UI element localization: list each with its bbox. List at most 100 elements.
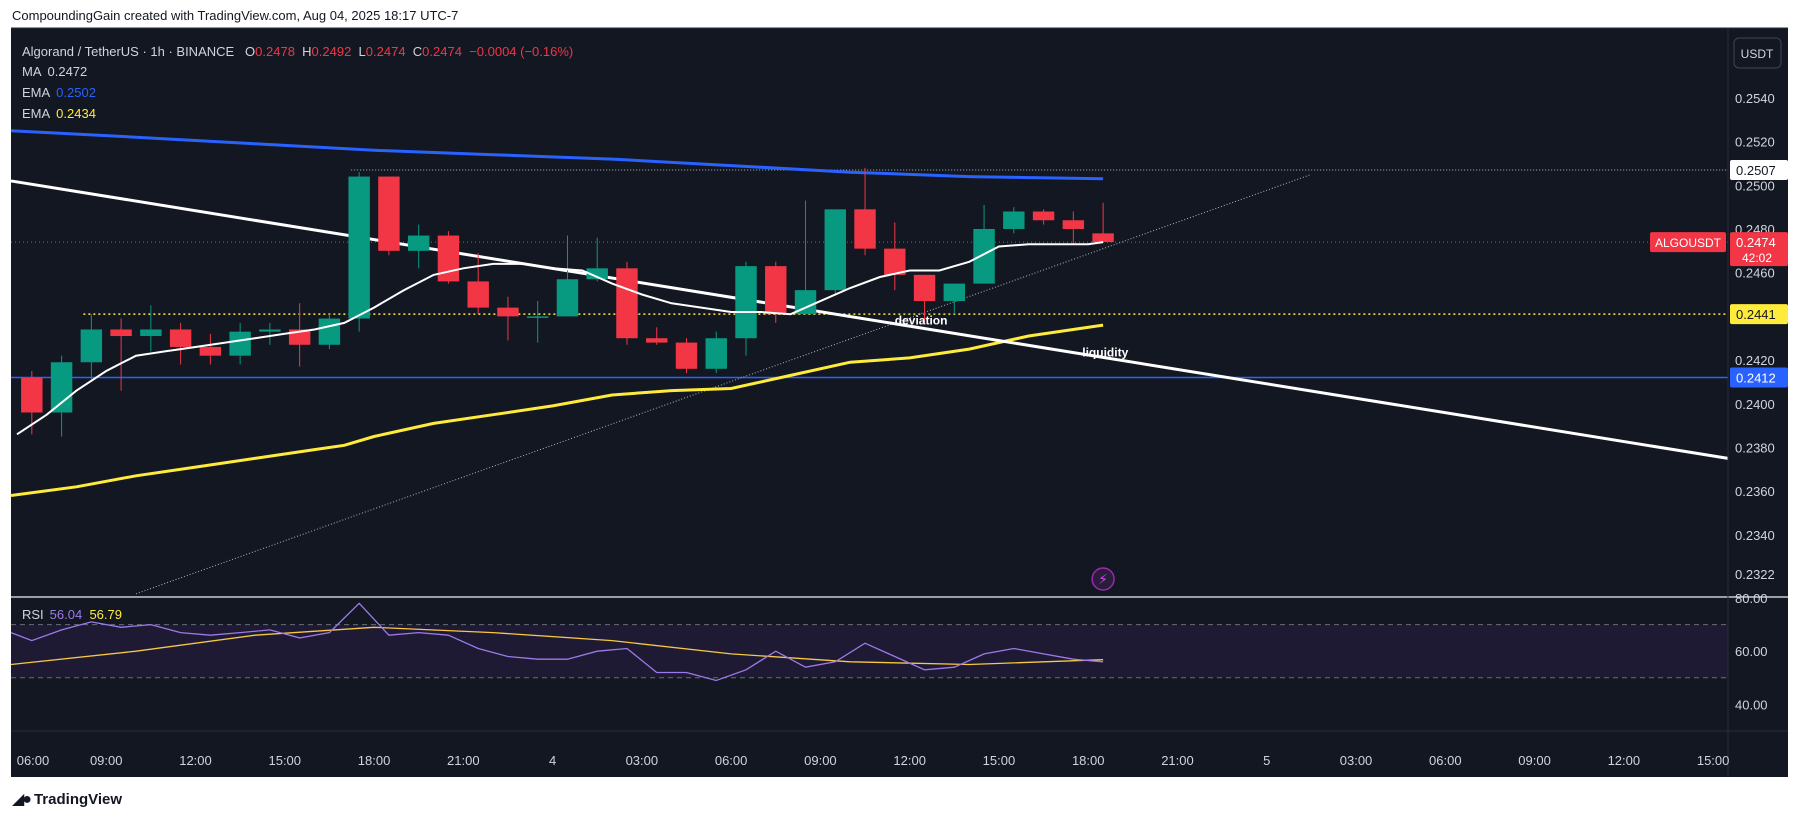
candle-up (824, 209, 846, 291)
axes: 0.25600.25400.25200.25000.24800.24600.24… (11, 27, 1788, 777)
low-value: 0.2474 (365, 44, 406, 59)
symbol-tag (1650, 232, 1726, 253)
x-tick-label: 12:00 (179, 753, 212, 768)
ma-legend[interactable]: MA 0.2472 (22, 64, 87, 79)
candle-up (973, 228, 995, 284)
x-tick-label: 12:00 (1608, 753, 1641, 768)
annotation-deviation: deviation (895, 313, 948, 327)
badge-level-2412-text: 0.2412 (1736, 371, 1776, 386)
candle-down (437, 235, 460, 282)
tradingview-mark-icon: ◢● (12, 791, 32, 808)
x-tick-label: 21:00 (447, 753, 480, 768)
candle-down (110, 329, 132, 337)
lightning-icon-ring (1091, 567, 1115, 591)
candle-down (854, 209, 876, 249)
high-value: 0.2492 (311, 44, 352, 59)
x-tick-label: 15:00 (983, 753, 1016, 768)
y-tick-label: 0.2360 (1735, 484, 1775, 499)
candle-down (21, 377, 43, 413)
candle-down (1092, 233, 1114, 243)
candle-down (199, 346, 222, 356)
x-tick-label: 4 (549, 753, 556, 768)
y-tick-label: 0.2400 (1735, 397, 1775, 412)
y-tick-label: 0.2380 (1735, 440, 1775, 455)
badge-level-2507-text: 0.2507 (1736, 163, 1776, 178)
ema-yellow-line (10, 323, 1104, 497)
y-tick-label: 0.2340 (1735, 528, 1775, 543)
price-pane: deviation liquidity ⚡ (10, 129, 1729, 595)
y-tick-label: 0.2540 (1735, 91, 1775, 106)
close-label: C (412, 44, 423, 59)
x-tick-label: 06:00 (17, 753, 50, 768)
y-tick-label: 0.2322 (1735, 567, 1775, 582)
x-tick-label: 09:00 (90, 753, 123, 768)
open-value: 0.2478 (255, 44, 295, 59)
x-tick-label: 18:00 (358, 753, 391, 768)
candle-down (497, 307, 519, 317)
y-tick-label: 0.2460 (1735, 266, 1775, 281)
rsi-value: 56.04 (49, 607, 83, 622)
ma-value: 0.2472 (47, 64, 88, 79)
candle-down (616, 268, 638, 339)
ema-blue-legend[interactable]: EMA 0.2502 (22, 85, 96, 100)
candle-down (1062, 220, 1085, 229)
candle-up (348, 176, 370, 319)
badge-countdown: 42:02 (1742, 251, 1772, 265)
rsi-legend[interactable]: RSI 56.04 56.79 (22, 607, 122, 622)
symbol-legend: Algorand / TetherUS · 1h · BINANCE O0.24… (22, 44, 573, 59)
candle-up (140, 329, 162, 337)
candle-up (705, 338, 727, 369)
candle-down (675, 342, 698, 369)
chart-credit: CompoundingGain created with TradingView… (12, 8, 459, 23)
candle-down (169, 329, 192, 347)
ma-line (16, 241, 1104, 436)
close-value: 0.2474 (422, 44, 462, 59)
candle-down (913, 274, 936, 302)
rsi-ma-value: 56.79 (89, 607, 122, 622)
candle-up (794, 290, 817, 315)
candle-down (378, 176, 400, 251)
x-tick-label: 03:00 (626, 753, 659, 768)
tradingview-logo: ◢● TradingView (12, 789, 122, 809)
high-label: H (302, 44, 312, 59)
candle-down (765, 266, 787, 315)
ema-blue-label: EMA (22, 85, 51, 100)
lightning-icon: ⚡ (1098, 572, 1108, 588)
candle-up (407, 235, 430, 251)
rsi-line (10, 602, 1104, 682)
candle-up (943, 283, 966, 302)
candle-up (1003, 211, 1025, 229)
open-label: O (245, 44, 256, 59)
candle-down (884, 248, 906, 275)
trendline-dotted (135, 173, 1312, 595)
rsi-tick-label: 40.00 (1735, 697, 1768, 712)
ema-yellow-value: 0.2434 (56, 106, 96, 121)
candle-up (80, 329, 103, 363)
candle-up (318, 318, 341, 345)
x-tick-label: 5 (1263, 753, 1270, 768)
badge-level-2412 (1730, 367, 1788, 388)
ema-blue-line (10, 129, 1104, 181)
rsi-tick-label: 60.00 (1735, 644, 1768, 659)
candle-up (229, 331, 251, 356)
y-tick-label: 0.2500 (1735, 178, 1775, 193)
badge-level-2441 (1730, 304, 1788, 325)
currency-button[interactable] (1733, 37, 1782, 69)
x-tick-label: 09:00 (1518, 753, 1551, 768)
rsi-band (11, 624, 1728, 678)
ema-yellow-legend[interactable]: EMA 0.2434 (22, 106, 96, 121)
x-tick-label: 18:00 (1072, 753, 1105, 768)
candle-up (735, 266, 757, 339)
candle-up (556, 279, 579, 317)
low-label: L (358, 44, 366, 59)
badge-current-price (1730, 232, 1788, 267)
ema-blue-value: 0.2502 (56, 85, 96, 100)
candle-up (586, 268, 608, 280)
annotation-liquidity: liquidity (1082, 346, 1128, 360)
change-value: −0.0004 (−0.16%) (469, 44, 574, 59)
symbol-tag-text: ALGOUSDT (1655, 236, 1722, 250)
candle-up (50, 362, 73, 413)
x-tick-label: 09:00 (804, 753, 837, 768)
x-tick-label: 15:00 (268, 753, 301, 768)
